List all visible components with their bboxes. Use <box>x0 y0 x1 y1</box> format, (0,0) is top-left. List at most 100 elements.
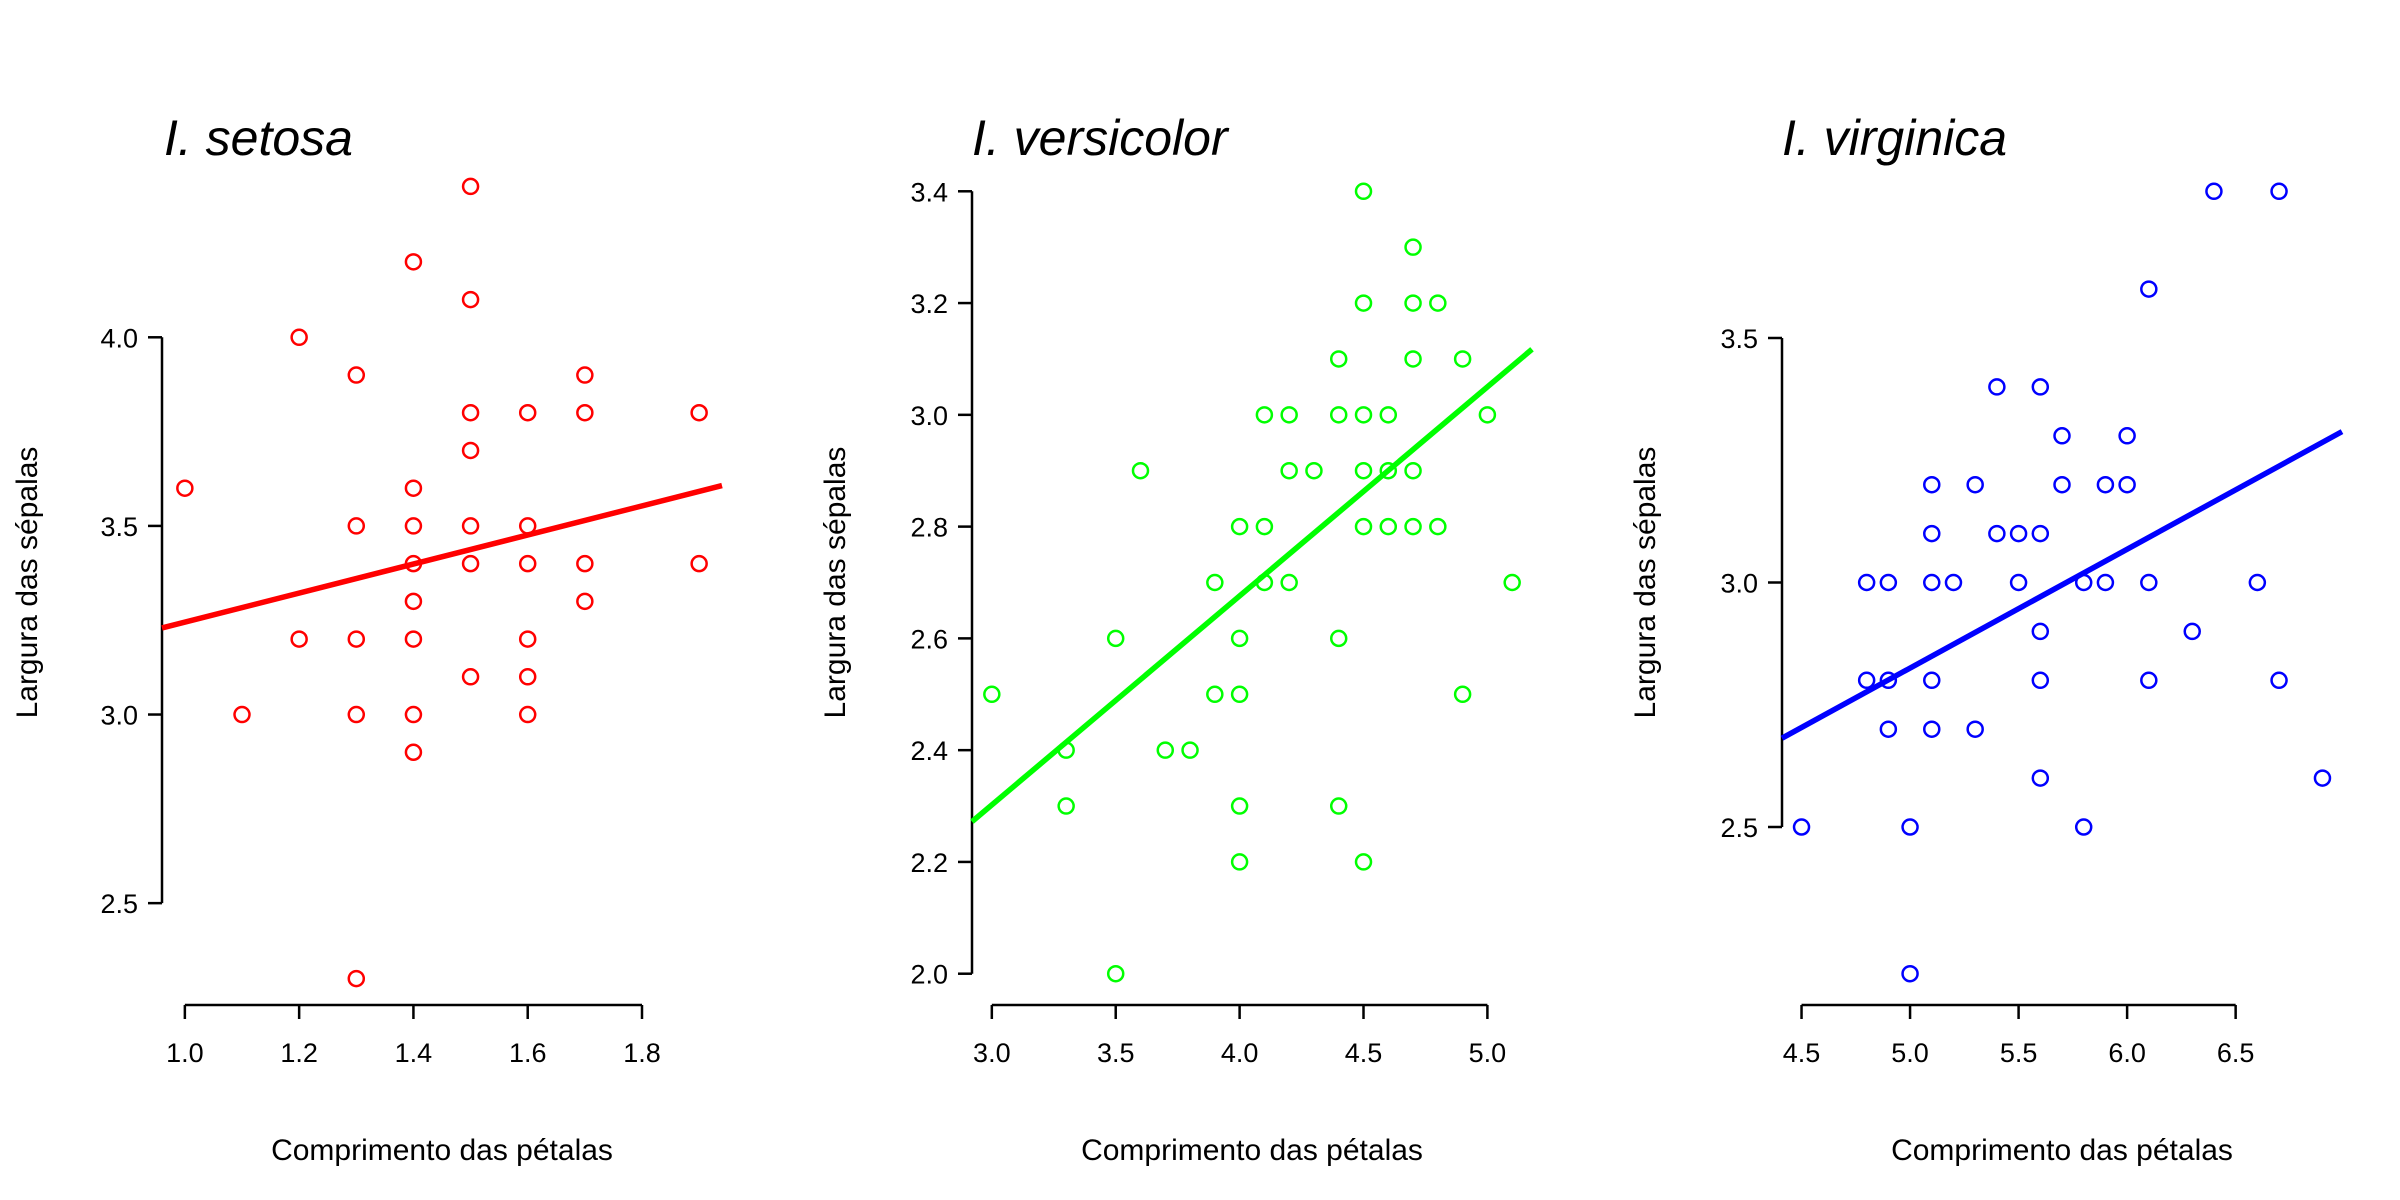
y-tick-label: 2.8 <box>910 513 948 543</box>
data-point <box>983 685 1001 704</box>
data-point <box>2074 818 2093 836</box>
x-axis-label: Comprimento das pétalas <box>1891 1134 2233 1167</box>
data-point <box>1305 461 1323 480</box>
y-tick-label: 2.4 <box>910 736 948 766</box>
data-point <box>1429 517 1447 536</box>
data-point <box>1944 573 1963 592</box>
data-point <box>1453 350 1472 368</box>
data-point <box>1280 461 1298 480</box>
data-point <box>347 517 366 535</box>
data-point <box>2248 573 2267 592</box>
data-point <box>1966 475 1984 494</box>
y-axis-label: Largura das sépalas <box>819 447 852 719</box>
data-point <box>518 554 537 573</box>
data-point <box>404 630 423 648</box>
data-point <box>2031 524 2050 543</box>
regression-line <box>1780 429 2344 741</box>
data-point <box>2140 671 2158 690</box>
data-point <box>1923 671 1941 690</box>
data-point <box>576 592 594 611</box>
data-point <box>1230 685 1249 704</box>
data-point <box>1354 517 1373 536</box>
data-point <box>2118 427 2136 445</box>
data-point <box>2140 573 2158 592</box>
data-point <box>518 705 537 724</box>
data-point <box>1181 741 1199 759</box>
data-point <box>1857 671 1876 690</box>
x-tick-label: 6.0 <box>2108 1038 2146 1068</box>
data-point <box>576 366 594 384</box>
data-point <box>1280 573 1298 592</box>
data-point <box>576 554 594 573</box>
data-point <box>1354 461 1373 480</box>
y-tick-label: 3.2 <box>910 289 948 319</box>
data-point <box>1404 461 1422 480</box>
data-point <box>1206 685 1224 704</box>
data-point <box>2009 573 2028 592</box>
data-point <box>2313 769 2332 787</box>
y-tick-label: 2.0 <box>910 960 948 990</box>
data-point <box>1230 853 1249 871</box>
data-point <box>1923 720 1941 738</box>
data-point <box>518 517 537 535</box>
data-point <box>404 705 423 724</box>
data-point <box>518 630 537 648</box>
data-point <box>1923 524 1941 543</box>
data-point <box>1478 406 1497 424</box>
data-point <box>404 479 423 497</box>
data-point <box>2270 671 2288 690</box>
y-tick-label: 3.0 <box>910 401 948 431</box>
panel-title: I. setosa <box>164 110 353 166</box>
data-point <box>1503 573 1521 592</box>
data-point <box>2053 475 2071 494</box>
x-tick-label: 3.0 <box>973 1038 1011 1068</box>
panel-setosa: I. setosa 1.0 1.2 1.4 1.6 1.8 2.5 3.0 3.5 4.0 Comp… <box>11 110 723 1167</box>
y-tick-label: 2.6 <box>910 624 948 654</box>
x-tick-label: 6.5 <box>2217 1038 2255 1068</box>
x-tick-label: 4.5 <box>1783 1038 1821 1068</box>
x-tick-label: 4.5 <box>1345 1038 1383 1068</box>
y-tick-label: 2.5 <box>1720 813 1758 843</box>
data-point <box>1230 517 1249 536</box>
data-point <box>404 517 423 535</box>
x-axis-label: Comprimento das pétalas <box>1081 1134 1423 1167</box>
data-point <box>2140 280 2158 298</box>
data-point <box>461 441 480 460</box>
data-point <box>1792 818 1811 836</box>
data-point <box>461 517 480 535</box>
data-point <box>461 668 480 686</box>
data-point <box>1429 294 1447 312</box>
data-point <box>1329 797 1348 815</box>
data-point <box>347 366 366 384</box>
data-point <box>1329 629 1348 648</box>
data-point <box>347 705 366 724</box>
data-point <box>1156 741 1175 759</box>
data-point <box>404 592 423 611</box>
data-point <box>233 705 251 724</box>
y-tick-label: 3.4 <box>910 177 948 207</box>
y-axis-label: Largura das sépalas <box>11 447 44 719</box>
regression-line <box>970 347 1534 824</box>
x-tick-label: 5.0 <box>1891 1038 1929 1068</box>
data-point <box>1879 573 1898 592</box>
data-point <box>1404 294 1422 312</box>
x-tick-label: 1.2 <box>280 1038 318 1068</box>
y-tick-label: 3.0 <box>100 701 138 731</box>
data-point <box>518 403 537 422</box>
data-point <box>1106 964 1125 983</box>
y-tick-label: 4.0 <box>100 323 138 353</box>
data-point <box>461 554 480 573</box>
data-point <box>1879 671 1898 690</box>
data-point <box>1206 573 1224 592</box>
data-point <box>461 290 480 309</box>
y-axis-label: Largura das sépalas <box>1629 447 1662 719</box>
data-point <box>2009 524 2028 543</box>
x-tick-label: 1.4 <box>395 1038 433 1068</box>
data-point <box>1280 406 1298 424</box>
data-point <box>2074 573 2093 592</box>
data-point <box>461 177 480 196</box>
data-point <box>1329 350 1348 368</box>
data-point <box>1404 517 1422 536</box>
x-tick-label: 5.0 <box>1469 1038 1507 1068</box>
data-point <box>1966 720 1984 738</box>
